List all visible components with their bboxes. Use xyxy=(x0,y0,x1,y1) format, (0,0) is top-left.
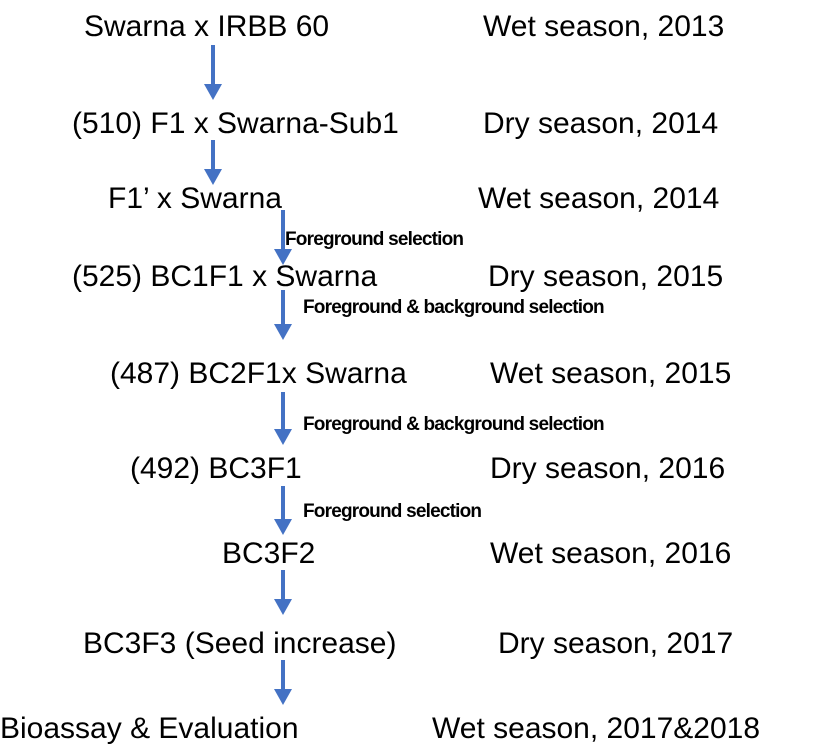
season-label: Dry season, 2015 xyxy=(488,260,723,293)
step-label: Bioassay & Evaluation xyxy=(0,712,299,745)
selection-label: Foreground selection xyxy=(285,229,463,250)
season-label: Dry season, 2017 xyxy=(498,627,733,660)
arrow-head xyxy=(274,249,292,265)
season-label: Dry season, 2016 xyxy=(490,452,725,485)
selection-label: Foreground & background selection xyxy=(303,297,604,318)
step-label: (525) BC1F1 x Swarna xyxy=(72,260,377,293)
step-label: Swarna x IRBB 60 xyxy=(84,10,329,43)
step-label: (487) BC2F1x Swarna xyxy=(110,357,407,390)
arrow-head xyxy=(274,689,292,705)
arrow-head xyxy=(204,169,222,185)
step-label: (510) F1 x Swarna-Sub1 xyxy=(72,107,399,140)
step-label: (492) BC3F1 xyxy=(130,452,302,485)
season-label: Wet season, 2016 xyxy=(490,537,731,570)
step-label: BC3F3 (Seed increase) xyxy=(83,627,396,660)
selection-label: Foreground selection xyxy=(303,501,481,522)
arrow-head xyxy=(274,429,292,445)
season-label: Wet season, 2013 xyxy=(483,10,724,43)
season-label: Wet season, 2014 xyxy=(478,182,719,215)
season-label: Wet season, 2017&2018 xyxy=(432,712,760,745)
arrow-head xyxy=(204,84,222,100)
selection-label: Foreground & background selection xyxy=(303,414,604,435)
season-label: Dry season, 2014 xyxy=(483,107,718,140)
step-label: BC3F2 xyxy=(222,537,315,570)
arrow-head xyxy=(274,519,292,535)
step-label: F1’ x Swarna xyxy=(108,182,282,215)
season-label: Wet season, 2015 xyxy=(490,357,731,390)
arrow-head xyxy=(274,599,292,615)
arrow-head xyxy=(274,324,292,340)
